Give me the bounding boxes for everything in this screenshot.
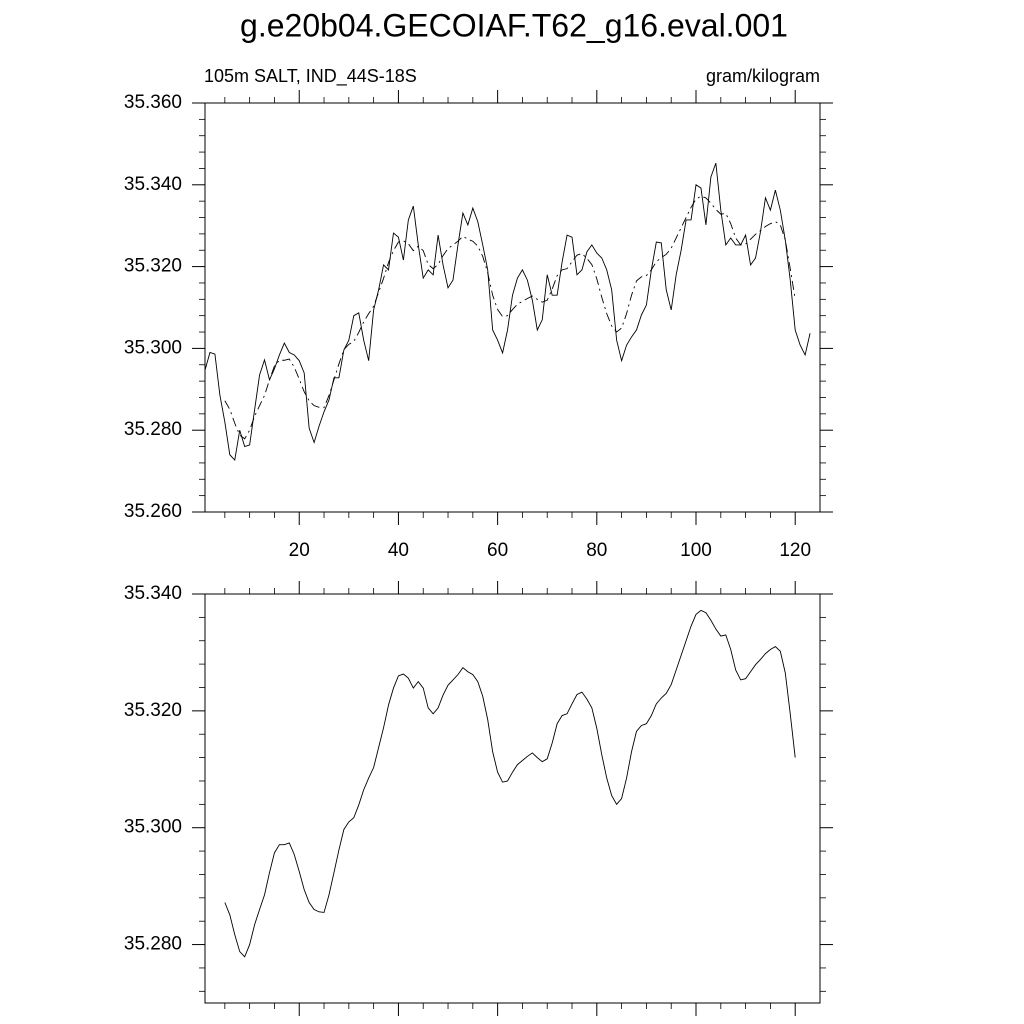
- y-tick-label: 35.340: [124, 583, 182, 604]
- y-tick-label: 35.320: [124, 256, 182, 277]
- y-tick-label: 35.280: [124, 934, 182, 955]
- subtitle-left: 105m SALT, IND_44S-18S: [204, 66, 417, 87]
- data-line: [204, 162, 811, 462]
- x-tick-label: 40: [388, 540, 409, 561]
- chart-title: g.e20b04.GECOIAF.T62_g16.eval.001: [240, 7, 788, 43]
- x-tick-label: 80: [586, 540, 607, 561]
- data-line: [224, 609, 796, 958]
- y-tick-label: 35.300: [124, 337, 182, 358]
- x-tick-label: 100: [680, 540, 712, 561]
- x-tick-label: 60: [487, 540, 508, 561]
- data-line: [224, 195, 796, 440]
- y-tick-label: 35.280: [124, 419, 182, 440]
- y-tick-label: 35.320: [124, 700, 182, 721]
- subtitle-right: gram/kilogram: [706, 66, 820, 86]
- x-tick-label: 20: [289, 540, 310, 561]
- plot-frame: [204, 102, 821, 513]
- x-tick-label: 120: [779, 540, 811, 561]
- y-tick-label: 35.260: [124, 501, 182, 522]
- y-tick-label: 35.300: [124, 817, 182, 838]
- y-tick-label: 35.360: [124, 92, 182, 113]
- plot-frame: [204, 593, 821, 1004]
- y-tick-label: 35.340: [124, 174, 182, 195]
